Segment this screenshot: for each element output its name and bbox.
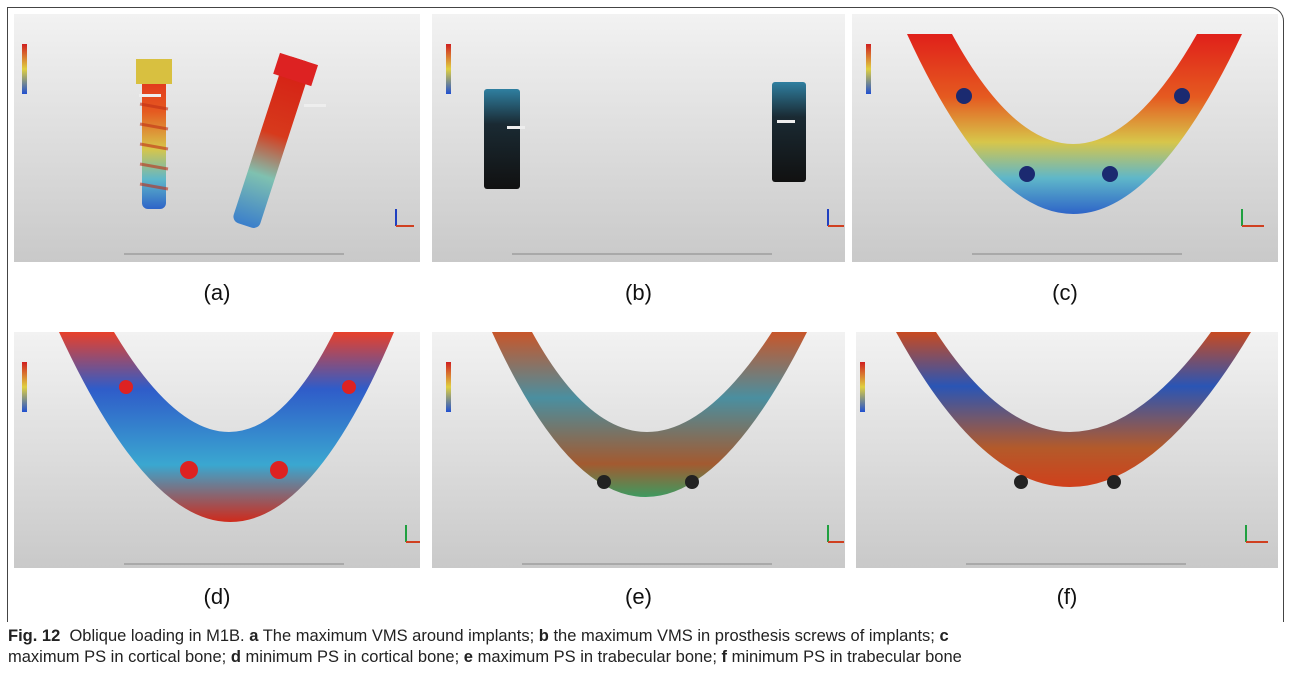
panel-image — [432, 332, 845, 568]
caption-letter: b — [539, 627, 549, 645]
caption-text: maximum PS in trabecular bone; — [478, 648, 717, 666]
panel-label: (c) — [852, 280, 1278, 306]
caption: Fig. 12 Oblique loading in M1B. a The ma… — [8, 626, 1008, 668]
caption-letter: a — [249, 627, 258, 645]
panel-image — [14, 14, 420, 262]
caption-letter: e — [464, 648, 473, 666]
caption-text: the maximum VMS in prosthesis screws of … — [553, 627, 934, 645]
caption-text: minimum PS in trabecular bone — [732, 648, 962, 666]
page: (a) (b) (c) (d) (e) (f) Fig. 12 Oblique … — [0, 0, 1290, 676]
panel-image — [856, 332, 1278, 568]
caption-letter: c — [939, 627, 948, 645]
caption-letter: f — [722, 648, 728, 666]
panel-label: (f) — [856, 584, 1278, 610]
panel-label: (e) — [432, 584, 845, 610]
panel-label: (d) — [14, 584, 420, 610]
caption-title: Oblique loading in M1B. — [69, 627, 244, 645]
caption-text: The maximum VMS around implants; — [263, 627, 534, 645]
panel-label: (b) — [432, 280, 845, 306]
panel-image — [852, 14, 1278, 262]
panel-image — [14, 332, 420, 568]
caption-text: minimum PS in cortical bone; — [246, 648, 460, 666]
figure-label: Fig. 12 — [8, 627, 60, 645]
panel-label: (a) — [14, 280, 420, 306]
caption-text: maximum PS in cortical bone; — [8, 648, 226, 666]
panel-image — [432, 14, 845, 262]
caption-letter: d — [231, 648, 241, 666]
